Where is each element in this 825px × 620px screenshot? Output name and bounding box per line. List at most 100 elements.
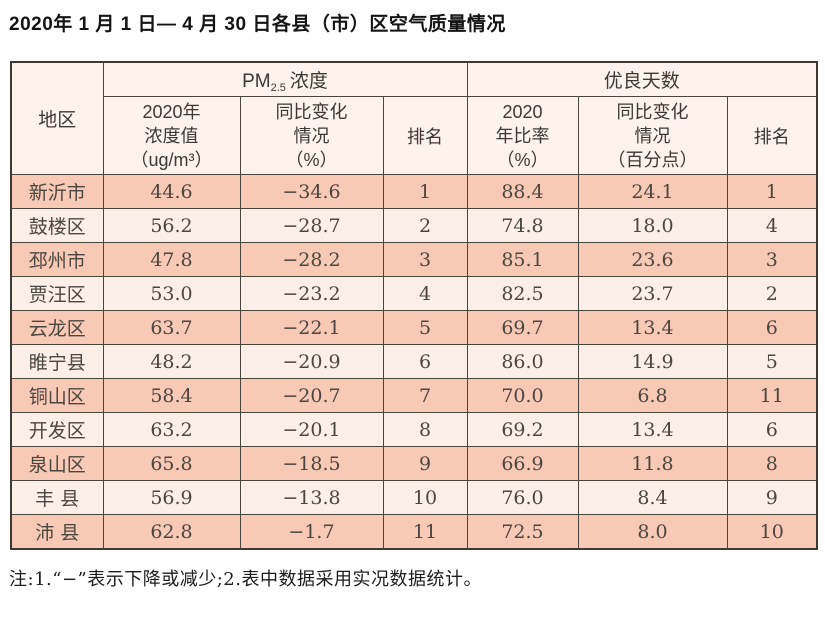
header-sub-row: 2020年 浓度值 （ug/m³） 同比变化 情况 （%） 排名 2020 年比… [11,96,818,175]
cell-pm-rank: 2 [382,208,468,243]
header-line: （百分点） [607,149,698,170]
header-pm-value: 2020年 浓度值 （ug/m³） [102,96,241,175]
cell-pm-value: 63.7 [102,310,241,345]
cell-pm-change: −20.9 [239,344,384,379]
cell-gd-ratio: 86.0 [466,344,579,379]
header-line: 情况 [293,125,330,146]
cell-pm-rank: 4 [382,276,468,311]
table-row: 邳州市 47.8 −28.2 3 85.1 23.6 3 [10,242,818,277]
cell-pm-change: −13.8 [239,480,384,515]
cell-pm-value: 53.0 [102,276,241,311]
page-title: 2020年 1 月 1 日— 4 月 30 日各县（市）区空气质量情况 [9,14,506,35]
header-line: 情况 [634,125,671,146]
cell-gd-change: 23.6 [577,242,728,277]
cell-region: 丰 县 [10,480,104,515]
cell-gd-change: 14.9 [577,344,728,379]
cell-gd-ratio: 69.7 [466,310,579,345]
cell-region: 开发区 [10,412,104,447]
cell-pm-rank: 10 [382,480,468,515]
header-line: 2020 [502,101,543,122]
cell-gd-ratio: 82.5 [466,276,579,311]
header-pm-change: 同比变化 情况 （%） [239,96,384,175]
cell-region: 新沂市 [10,174,104,209]
cell-pm-value: 56.2 [102,208,241,243]
cell-region: 泉山区 [10,446,104,481]
header-line: 同比变化 [275,101,348,122]
header-pm-rank: 排名 [382,96,468,175]
cell-gd-ratio: 74.8 [466,208,579,243]
air-quality-table: 地区 PM2.5 浓度 优良天数 2020年 浓度值 （ug/m³） 同比变化 情… [10,61,819,550]
header-line: 同比变化 [616,101,689,122]
cell-region: 贾汪区 [10,276,104,311]
cell-gd-rank: 1 [726,174,818,209]
pm-label-suffix: 浓度 [289,71,328,92]
header-line: （ug/m³） [130,149,213,170]
header-line: 浓度值 [144,125,199,146]
table-row: 丰 县 56.9 −13.8 10 76.0 8.4 9 [10,480,818,515]
footnote: 注:1.“−”表示下降或减少;2.表中数据采用实况数据统计。 [9,569,482,590]
cell-gd-rank: 6 [726,310,818,345]
cell-gd-ratio: 70.0 [466,378,579,413]
header-gd-rank: 排名 [726,96,818,175]
cell-pm-value: 63.2 [102,412,241,447]
cell-pm-change: −1.7 [239,514,384,550]
cell-pm-change: −18.5 [239,446,384,481]
cell-pm-value: 47.8 [102,242,241,277]
cell-gd-rank: 11 [726,378,818,413]
header-good-days-group: 优良天数 [466,61,818,97]
header-group-row: 地区 PM2.5 浓度 优良天数 [10,61,818,175]
table-row: 鼓楼区 56.2 −28.7 2 74.8 18.0 4 [10,208,818,243]
cell-gd-rank: 6 [726,412,818,447]
header-line: （%） [496,149,549,170]
cell-pm-rank: 3 [382,242,468,277]
table-header: 地区 PM2.5 浓度 优良天数 2020年 浓度值 （ug/m³） 同比变化 情… [10,61,818,175]
cell-gd-ratio: 85.1 [466,242,579,277]
cell-gd-rank: 10 [726,514,818,550]
cell-pm-value: 44.6 [102,174,241,209]
cell-gd-change: 8.4 [577,480,728,515]
cell-pm-rank: 8 [382,412,468,447]
cell-gd-ratio: 72.5 [466,514,579,550]
cell-pm-value: 48.2 [102,344,241,379]
cell-pm-change: −34.6 [239,174,384,209]
header-gd-ratio: 2020 年比率 （%） [466,96,579,175]
cell-pm-change: −20.1 [239,412,384,447]
table-body: 新沂市 44.6 −34.6 1 88.4 24.1 1 鼓楼区 56.2 −2… [10,174,818,550]
table-row: 泉山区 65.8 −18.5 9 66.9 11.8 8 [10,446,818,481]
pm-label-subscript: 2.5 [270,82,286,94]
cell-gd-rank: 5 [726,344,818,379]
cell-pm-change: −28.2 [239,242,384,277]
cell-gd-ratio: 66.9 [466,446,579,481]
cell-gd-ratio: 69.2 [466,412,579,447]
cell-gd-rank: 8 [726,446,818,481]
header-region: 地区 [10,61,104,175]
header-line: （%） [285,149,338,170]
cell-region: 铜山区 [10,378,104,413]
cell-pm-rank: 7 [382,378,468,413]
cell-pm-value: 58.4 [102,378,241,413]
cell-pm-rank: 6 [382,344,468,379]
cell-gd-change: 18.0 [577,208,728,243]
header-line: 年比率 [495,125,550,146]
table-row: 沛 县 62.8 −1.7 11 72.5 8.0 10 [10,514,818,550]
cell-pm-rank: 1 [382,174,468,209]
cell-region: 沛 县 [10,514,104,550]
pm-label-prefix: PM [242,71,271,92]
cell-pm-change: −20.7 [239,378,384,413]
cell-gd-change: 13.4 [577,412,728,447]
table-row: 开发区 63.2 −20.1 8 69.2 13.4 6 [10,412,818,447]
page: 2020年 1 月 1 日— 4 月 30 日各县（市）区空气质量情况 地区 P… [0,9,825,620]
cell-region: 云龙区 [10,310,104,345]
cell-pm-change: −23.2 [239,276,384,311]
header-pm-group: PM2.5 浓度 [102,61,468,97]
cell-region: 睢宁县 [10,344,104,379]
table-row: 睢宁县 48.2 −20.9 6 86.0 14.9 5 [10,344,818,379]
cell-pm-rank: 11 [382,514,468,550]
cell-pm-value: 62.8 [102,514,241,550]
cell-gd-change: 23.7 [577,276,728,311]
cell-gd-change: 24.1 [577,174,728,209]
header-gd-change: 同比变化 情况 （百分点） [577,96,728,175]
cell-region: 邳州市 [10,242,104,277]
cell-gd-ratio: 88.4 [466,174,579,209]
cell-pm-value: 56.9 [102,480,241,515]
